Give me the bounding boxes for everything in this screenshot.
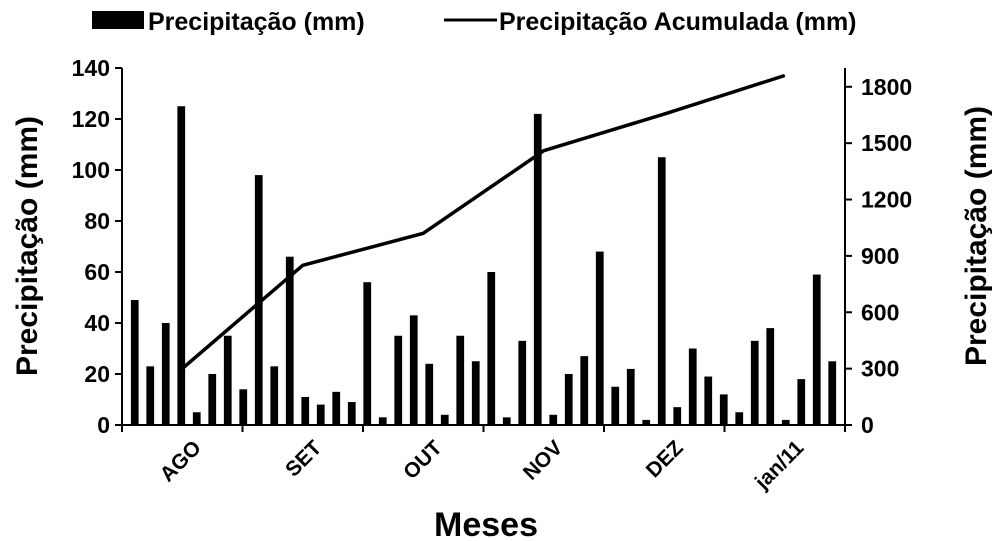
precipitation-bar [750, 340, 759, 425]
precipitation-bar [394, 335, 403, 425]
precipitation-bar [673, 407, 682, 425]
precipitation-bar [378, 417, 387, 425]
precipitation-bar [518, 340, 527, 425]
precipitation-bar [161, 323, 170, 425]
x-tick-label: NOV [519, 436, 567, 484]
left-tick-label: 80 [84, 208, 110, 234]
accumulated-precipitation-line [181, 73, 786, 370]
precipitation-bar [502, 417, 511, 425]
legend-bar-label: Precipitação (mm) [148, 8, 365, 36]
precipitation-bar [223, 335, 232, 425]
left-tick-label: 0 [97, 412, 110, 438]
precipitation-bar [440, 414, 449, 425]
right-tick-label: 1200 [861, 187, 912, 213]
precipitation-bar [347, 402, 356, 425]
precipitation-bar [812, 274, 821, 425]
x-tick-label: AGO [156, 436, 206, 486]
precipitation-bar [688, 348, 697, 425]
precipitation-bar [456, 335, 465, 425]
right-tick-label: 300 [861, 356, 899, 382]
precipitation-bar [766, 328, 775, 425]
right-tick-label: 1500 [861, 130, 912, 156]
right-tick-label: 900 [861, 243, 899, 269]
precipitation-bar [285, 256, 294, 425]
precipitation-bar [363, 282, 372, 425]
precipitation-bar [208, 374, 217, 425]
precipitation-bar [146, 366, 155, 425]
precipitation-bar [533, 113, 542, 426]
left-tick-label: 140 [72, 55, 110, 81]
left-y-ticks: 0 20 40 60 80 100 120 140 [72, 55, 122, 438]
precipitation-bar [626, 368, 635, 425]
precipitation-bar [192, 412, 201, 425]
accumulated-line-series [181, 73, 786, 370]
precipitation-bar [580, 356, 589, 425]
precipitation-bar [719, 394, 728, 425]
left-tick-label: 120 [72, 106, 110, 132]
precipitation-bar [564, 374, 573, 425]
precipitation-bar [409, 315, 418, 425]
precipitation-bar [316, 404, 325, 425]
x-tick-label: jan/11 [750, 436, 808, 494]
precipitation-bar [254, 175, 263, 425]
left-tick-label: 20 [84, 361, 110, 387]
left-tick-label: 40 [84, 310, 110, 336]
right-tick-label: 600 [861, 299, 899, 325]
precipitation-bar [781, 419, 790, 425]
precipitation-bar [332, 391, 341, 425]
right-y-ticks: 0 300 600 900 1200 1500 1800 [845, 74, 912, 438]
precipitation-bar [130, 300, 139, 425]
left-y-axis-title: Precipitação (mm) [11, 116, 44, 376]
left-tick-label: 60 [84, 259, 110, 285]
precipitation-bar [487, 272, 496, 425]
precipitation-bar [595, 251, 604, 425]
legend-bar-swatch [92, 11, 144, 29]
precipitation-bar [828, 361, 837, 425]
x-tick-label: DEZ [642, 436, 688, 482]
x-tick-label: SET [281, 436, 326, 481]
precipitation-bar [239, 389, 248, 425]
legend-line-label: Precipitação Acumulada (mm) [499, 8, 857, 36]
x-tick-label: OUT [399, 436, 447, 484]
precipitation-bar [735, 412, 744, 425]
precipitation-bar [270, 366, 279, 425]
legend: Precipitação (mm) Precipitação Acumulada… [92, 8, 857, 36]
precipitation-bar [177, 106, 186, 425]
right-tick-label: 1800 [861, 74, 912, 100]
x-ticks: AGO SET OUT NOV DEZ jan/11 [121, 425, 846, 495]
x-axis-title: Meses [434, 506, 538, 541]
right-y-axis-title: Precipitação (mm) [960, 106, 993, 366]
precipitation-bar [642, 419, 651, 425]
precipitation-bar [425, 363, 434, 425]
precipitation-bar [704, 376, 713, 425]
precipitation-bar [797, 379, 806, 425]
left-tick-label: 100 [72, 157, 110, 183]
right-tick-label: 0 [861, 412, 874, 438]
precipitation-bar [657, 157, 666, 425]
precipitation-bar [611, 386, 620, 425]
precipitation-bar [549, 414, 558, 425]
precipitation-bar [471, 361, 480, 425]
precipitation-bar [301, 396, 310, 425]
precipitation-bars [130, 106, 837, 426]
